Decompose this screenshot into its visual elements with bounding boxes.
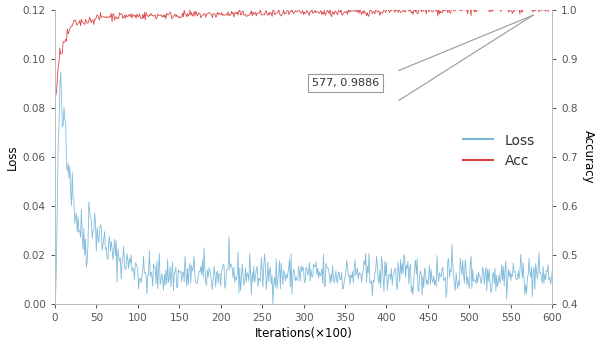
Text: 577, 0.9886: 577, 0.9886 [312,78,379,88]
Legend: Loss, Acc: Loss, Acc [457,128,541,174]
Y-axis label: Loss: Loss [5,144,19,170]
X-axis label: Iterations(×100): Iterations(×100) [254,327,352,340]
Y-axis label: Accuracy: Accuracy [581,130,595,184]
